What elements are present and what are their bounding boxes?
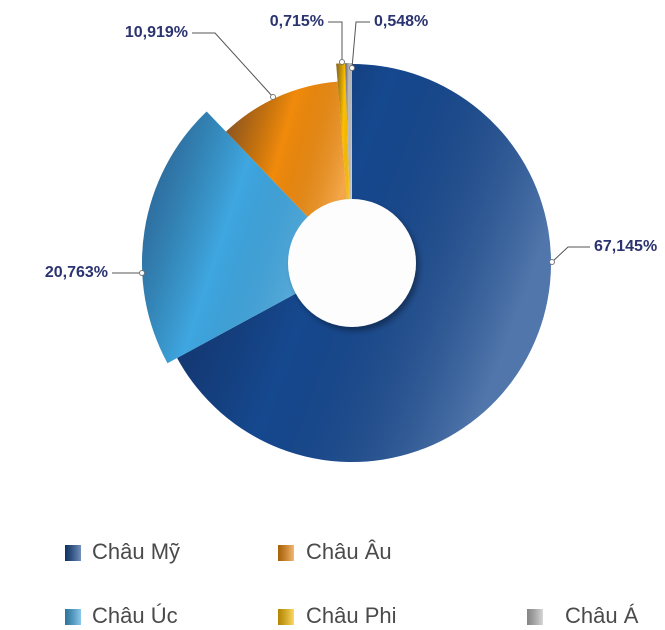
leader-dot — [349, 65, 355, 71]
legend-label: Châu Phi — [306, 603, 397, 628]
leader-line — [551, 246, 590, 263]
leader-line — [328, 21, 343, 62]
legend-label: Châu Úc — [92, 603, 178, 628]
donut-hole — [288, 199, 416, 327]
value-label: 10,919% — [125, 24, 188, 41]
slice-shade — [141, 111, 352, 364]
value-label: 67,145% — [594, 238, 657, 255]
legend-swatch-shade — [65, 545, 81, 561]
value-label: 0,548% — [374, 13, 428, 30]
legend-swatch-shade — [278, 545, 294, 561]
legend-swatch-shade — [527, 609, 543, 625]
value-label: 0,715% — [270, 13, 324, 30]
legend-swatch-shade — [65, 609, 81, 625]
leader-dot — [139, 270, 145, 276]
leader-line — [192, 32, 274, 98]
leader-dot — [339, 59, 345, 65]
legend-label: Châu Âu — [306, 539, 392, 564]
leader-line — [351, 21, 370, 69]
leader-dot — [270, 94, 276, 100]
value-label: 20,763% — [45, 264, 108, 281]
legend-swatch-shade — [278, 609, 294, 625]
leader-dot — [549, 259, 555, 265]
legend-label: Châu Á — [565, 603, 639, 628]
legend-label: Châu Mỹ — [92, 539, 180, 564]
